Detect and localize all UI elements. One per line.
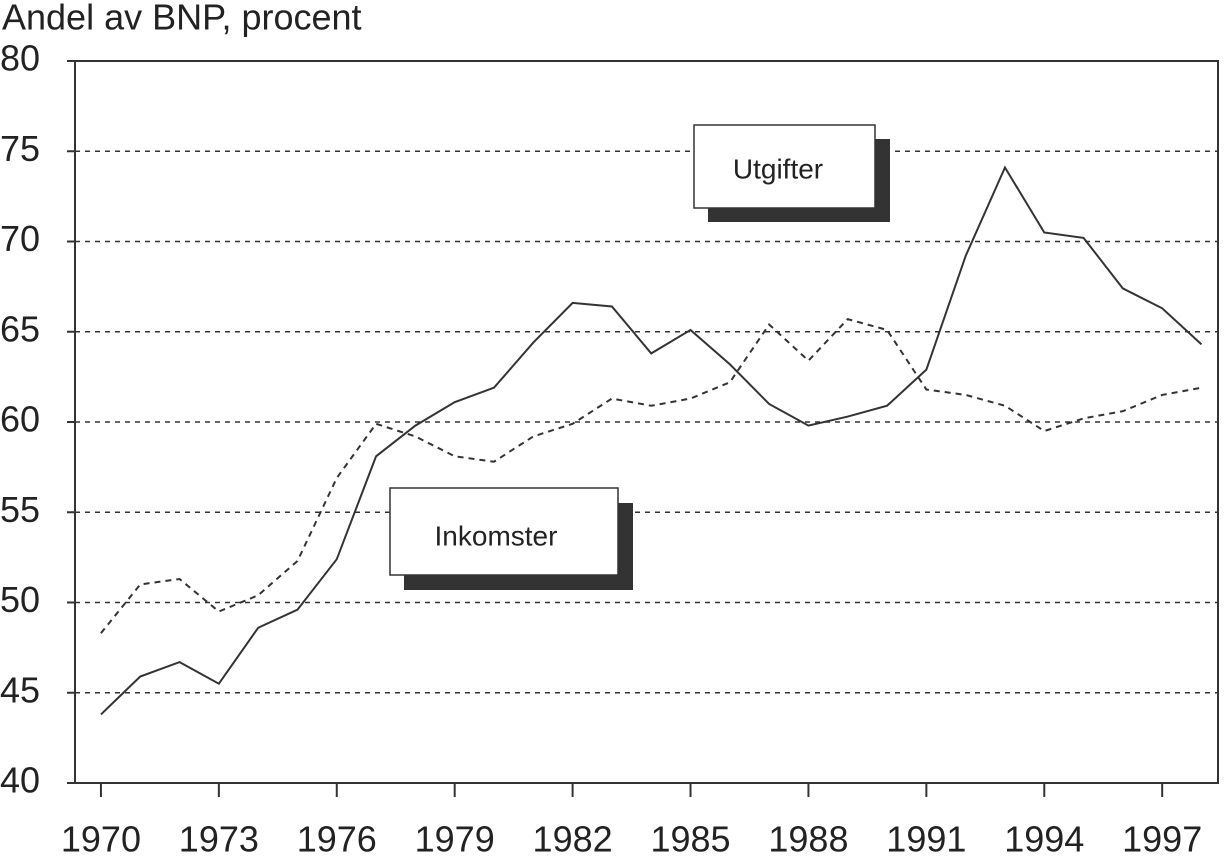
x-tick-label: 1988	[768, 819, 848, 860]
x-tick-label: 1973	[179, 819, 259, 860]
legend-utgifter: Utgifter	[693, 124, 890, 222]
label-box	[693, 124, 876, 209]
y-tick-label: 45	[0, 669, 40, 710]
x-tick-label: 1994	[1004, 819, 1084, 860]
y-tick-label: 40	[0, 760, 40, 801]
y-tick-label: 50	[0, 579, 40, 620]
y-tick-label: 80	[0, 38, 40, 79]
y-tick-label: 75	[0, 128, 40, 169]
x-tick-label: 1976	[297, 819, 377, 860]
y-tick-label: 70	[0, 218, 40, 259]
series-line	[100, 317, 1202, 634]
y-tick-label: 60	[0, 399, 40, 440]
x-tick-label: 1982	[533, 819, 613, 860]
chart-title: Andel av BNP, procent	[2, 0, 362, 38]
x-tick-label: 1979	[415, 819, 495, 860]
legend-inkomster: Inkomster	[389, 487, 633, 590]
legend-label: Inkomster	[435, 520, 558, 551]
legend-label: Utgifter	[733, 153, 823, 184]
series-line	[100, 165, 1203, 716]
y-tick-label: 65	[0, 308, 40, 349]
label-box	[389, 487, 619, 576]
plot-frame	[74, 60, 1219, 784]
x-tick-label: 1985	[650, 819, 730, 860]
y-tick-label: 55	[0, 489, 40, 530]
x-tick-label: 1991	[886, 819, 966, 860]
x-tick-label: 1970	[61, 819, 141, 860]
x-tick-label: 1997	[1122, 819, 1202, 860]
